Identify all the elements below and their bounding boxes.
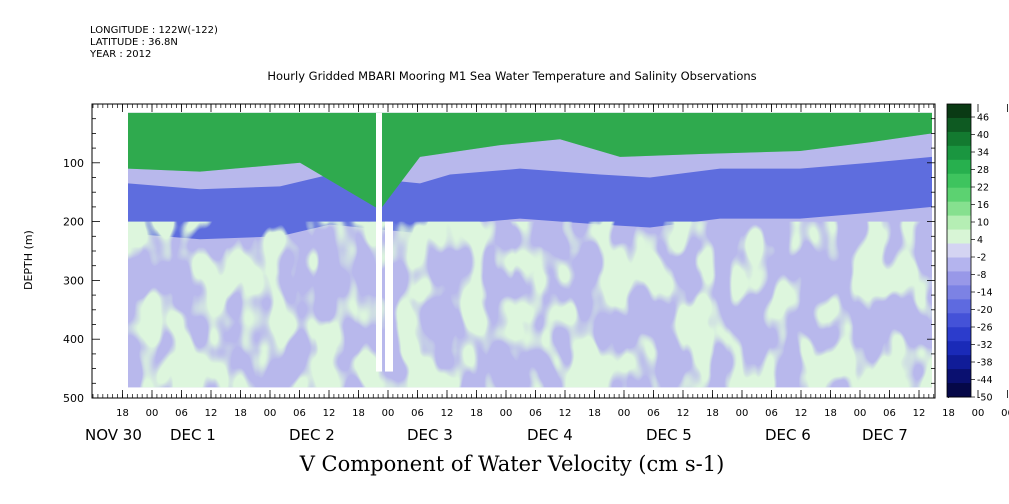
latitude-label: LATITUDE : 36.8N bbox=[90, 37, 178, 48]
x-hour-tick-label: 00 bbox=[618, 408, 631, 419]
x-hour-tick-label: 12 bbox=[913, 408, 926, 419]
colorbar-swatch bbox=[947, 173, 971, 189]
colorbar-swatch bbox=[947, 271, 971, 286]
x-hour-tick-label: 12 bbox=[677, 408, 690, 419]
colorbar-swatch bbox=[947, 201, 971, 217]
colorbar-tick-label: -14 bbox=[977, 288, 993, 299]
x-hour-tick-label: 00 bbox=[264, 408, 277, 419]
x-hour-tick-label: 06 bbox=[175, 408, 188, 419]
chart-title: Hourly Gridded MBARI Mooring M1 Sea Wate… bbox=[267, 69, 757, 83]
x-axis-label: V Component of Water Velocity (cm s-1) bbox=[299, 452, 725, 476]
colorbar-swatch bbox=[947, 257, 971, 272]
x-day-label: NOV 30 bbox=[85, 426, 142, 444]
x-day-label: DEC 1 bbox=[170, 426, 216, 444]
x-hour-tick-label: 00 bbox=[736, 408, 749, 419]
y-axis-label: DEPTH (m) bbox=[22, 230, 35, 290]
x-hour-tick-label: 00 bbox=[972, 408, 985, 419]
colorbar-tick-label: 28 bbox=[977, 165, 989, 176]
colorbar-swatch bbox=[947, 159, 971, 175]
colorbar-tick-label: -26 bbox=[977, 323, 993, 334]
colorbar-tick-label: -8 bbox=[977, 270, 986, 281]
x-day-label: DEC 4 bbox=[527, 426, 573, 444]
x-hour-tick-label: 18 bbox=[352, 408, 365, 419]
x-hour-tick-label: 06 bbox=[765, 408, 778, 419]
colorbar-swatch bbox=[947, 355, 971, 370]
x-hour-tick-label: 18 bbox=[824, 408, 837, 419]
x-day-label: DEC 3 bbox=[407, 426, 453, 444]
colorbar-swatch bbox=[947, 229, 971, 245]
x-hour-tick-label: 00 bbox=[382, 408, 395, 419]
x-hour-tick-label: 06 bbox=[293, 408, 306, 419]
heatmap-data-gap-2 bbox=[385, 221, 393, 372]
colorbar-swatch bbox=[947, 117, 971, 133]
x-hour-tick-label: 06 bbox=[647, 408, 660, 419]
y-tick-label: 400 bbox=[63, 333, 84, 346]
x-day-label: DEC 7 bbox=[862, 426, 908, 444]
heatmap-green-surface-shade bbox=[128, 112, 932, 210]
colorbar-tick-label: -20 bbox=[977, 305, 993, 316]
x-hour-tick-label: 06 bbox=[411, 408, 424, 419]
x-hour-tick-label: 18 bbox=[942, 408, 955, 419]
colorbar-swatch bbox=[947, 383, 971, 398]
plot-area bbox=[128, 112, 932, 388]
x-hour-tick-label: 12 bbox=[323, 408, 336, 419]
longitude-label: LONGITUDE : 122W(-122) bbox=[90, 25, 218, 36]
colorbar-swatch bbox=[947, 243, 971, 258]
colorbar-tick-label: 46 bbox=[977, 113, 989, 124]
colorbar-swatch bbox=[947, 215, 971, 231]
x-hour-tick-label: 06 bbox=[1001, 408, 1009, 419]
colorbar-swatch bbox=[947, 285, 971, 300]
colorbar-swatch bbox=[947, 327, 971, 342]
colorbar-tick-label: 34 bbox=[977, 148, 989, 159]
y-tick-label: 200 bbox=[63, 216, 84, 229]
colorbar-tick-label: -2 bbox=[977, 253, 986, 264]
colorbar-tick-label: 10 bbox=[977, 218, 989, 229]
x-hour-tick-label: 18 bbox=[706, 408, 719, 419]
heatmap-green-streaks bbox=[128, 221, 932, 388]
axes: 18 00 06 12 18 00 06 12 18 00 06 12 18 00 06 12 18 00 06 12… bbox=[63, 103, 1009, 444]
year-label: YEAR : 2012 bbox=[90, 49, 152, 60]
colorbar-tick-label: 22 bbox=[977, 183, 989, 194]
x-hour-tick-label: 00 bbox=[854, 408, 867, 419]
x-day-label: DEC 6 bbox=[765, 426, 811, 444]
colorbar-tick-label: 4 bbox=[977, 235, 983, 246]
y-tick-label: 500 bbox=[63, 392, 84, 405]
colorbar-tick-label: -44 bbox=[977, 375, 993, 386]
colorbar-frame bbox=[946, 103, 972, 398]
y-tick-label: 300 bbox=[63, 274, 84, 287]
heatmap-data-gap bbox=[376, 112, 382, 372]
x-hour-tick-label: 06 bbox=[529, 408, 542, 419]
colorbar-swatch bbox=[947, 341, 971, 356]
colorbar-swatch bbox=[947, 369, 971, 384]
colorbar-tick-label: -32 bbox=[977, 340, 993, 351]
x-day-label: DEC 5 bbox=[646, 426, 692, 444]
colorbar-swatch bbox=[947, 104, 971, 119]
colorbar-swatch bbox=[947, 187, 971, 203]
colorbar-tick-label: 40 bbox=[977, 130, 989, 141]
colorbar-swatch bbox=[947, 299, 971, 314]
x-hour-tick-label: 06 bbox=[883, 408, 896, 419]
x-hour-tick-label: 00 bbox=[500, 408, 513, 419]
colorbar-tick-label: -38 bbox=[977, 358, 993, 369]
colorbar: 46 40 34 28 22 16 10 4 -2 -8 -14 -20 -26 -32 -38 -44 -50 bbox=[946, 103, 993, 404]
y-tick-label: 100 bbox=[63, 157, 84, 170]
colorbar-swatch bbox=[947, 131, 971, 147]
x-hour-tick-label: 12 bbox=[205, 408, 218, 419]
x-day-label: DEC 2 bbox=[289, 426, 335, 444]
colorbar-swatch bbox=[947, 145, 971, 161]
x-hour-tick-label: 12 bbox=[795, 408, 808, 419]
heatmap-green-surface bbox=[128, 112, 932, 210]
x-hour-tick-label: 18 bbox=[234, 408, 247, 419]
x-hour-tick-label: 18 bbox=[470, 408, 483, 419]
x-hour-tick-label: 00 bbox=[146, 408, 159, 419]
colorbar-tick-label: 16 bbox=[977, 200, 989, 211]
x-hour-tick-label: 12 bbox=[559, 408, 572, 419]
colorbar-tick-label: -50 bbox=[977, 393, 993, 404]
colorbar-swatch bbox=[947, 313, 971, 328]
x-hour-tick-label: 18 bbox=[116, 408, 129, 419]
x-hour-tick-label: 12 bbox=[441, 408, 454, 419]
x-hour-tick-label: 18 bbox=[588, 408, 601, 419]
